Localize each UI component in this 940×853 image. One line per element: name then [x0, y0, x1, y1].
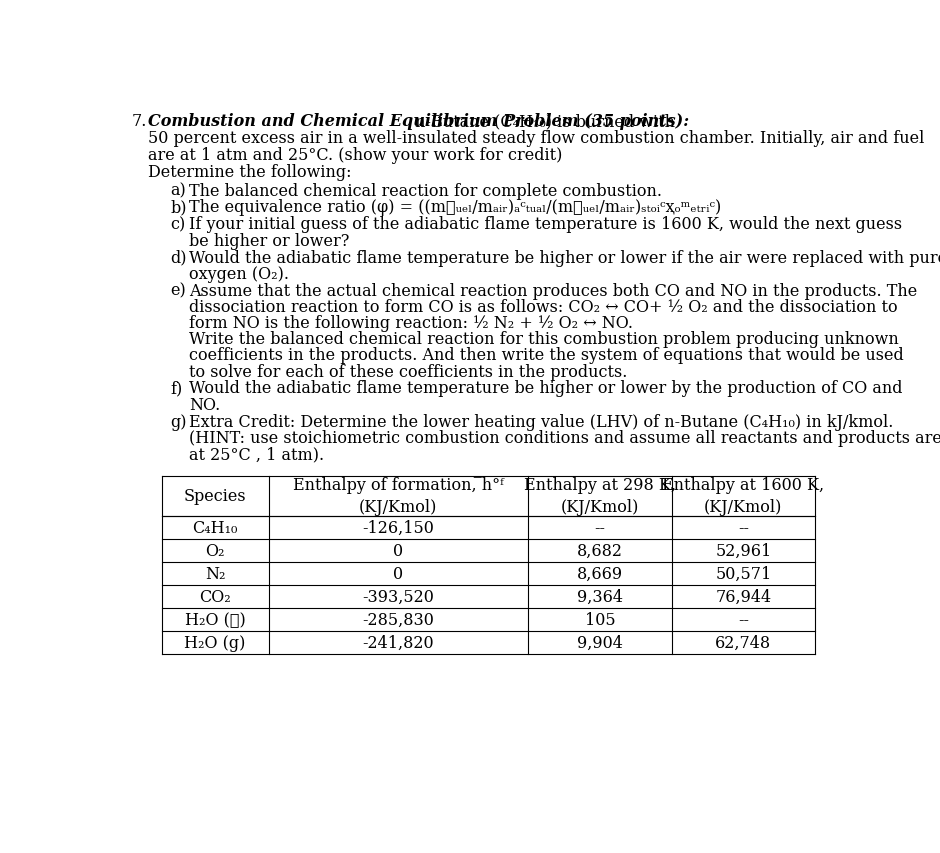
Text: H₂O (g): H₂O (g): [184, 635, 246, 652]
Text: 50 percent excess air in a well-insulated steady flow combustion chamber. Initia: 50 percent excess air in a well-insulate…: [149, 130, 925, 147]
Text: Species: Species: [184, 488, 246, 505]
Text: 9,364: 9,364: [577, 589, 623, 606]
Text: --: --: [594, 519, 605, 537]
Text: oxygen (O₂).: oxygen (O₂).: [189, 265, 289, 282]
Text: Would the adiabatic flame temperature be higher or lower if the air were replace: Would the adiabatic flame temperature be…: [189, 249, 940, 266]
Text: to solve for each of these coefficients in the products.: to solve for each of these coefficients …: [189, 363, 627, 380]
Text: C₄H₁₀: C₄H₁₀: [193, 519, 238, 537]
Text: coefficients in the products. And then write the system of equations that would : coefficients in the products. And then w…: [189, 347, 903, 364]
Text: --: --: [738, 612, 749, 629]
Text: form NO is the following reaction: ½ N₂ + ½ O₂ ↔ NO.: form NO is the following reaction: ½ N₂ …: [189, 315, 633, 332]
Text: 62,748: 62,748: [715, 635, 772, 652]
Text: Write the balanced chemical reaction for this combustion problem producing unkno: Write the balanced chemical reaction for…: [189, 331, 899, 348]
Text: 8,669: 8,669: [577, 566, 623, 583]
Text: are at 1 atm and 25°C. (show your work for credit): are at 1 atm and 25°C. (show your work f…: [149, 147, 563, 164]
Text: 0: 0: [393, 566, 403, 583]
Text: b): b): [170, 200, 187, 217]
Text: d): d): [170, 249, 187, 266]
Text: -241,820: -241,820: [363, 635, 434, 652]
Text: Combustion and Chemical Equilibrium Problem (35 points):: Combustion and Chemical Equilibrium Prob…: [149, 113, 690, 131]
Text: NO.: NO.: [189, 396, 220, 413]
Text: Enthalpy at 298 K,
(KJ/Kmol): Enthalpy at 298 K, (KJ/Kmol): [524, 477, 676, 516]
Text: e): e): [170, 282, 186, 299]
Text: -126,150: -126,150: [363, 519, 434, 537]
Text: The equivalence ratio (φ) = ((m₟ᵤₑₗ/mₐᵢᵣ)ₐᶜₜᵤₐₗ/(m₟ᵤₑₗ/mₐᵢᵣ)ₛₜₒᵢᶜҳₒᵐₑₜᵣᵢᶜ): The equivalence ratio (φ) = ((m₟ᵤₑₗ/mₐᵢᵣ…: [189, 200, 721, 217]
Text: Enthalpy at 1600 K,
(KJ/Kmol): Enthalpy at 1600 K, (KJ/Kmol): [663, 477, 824, 516]
Text: N₂: N₂: [205, 566, 226, 583]
Text: f): f): [170, 380, 182, 397]
Text: 105: 105: [585, 612, 616, 629]
Text: O₂: O₂: [206, 543, 225, 560]
Text: 76,944: 76,944: [715, 589, 772, 606]
Text: --: --: [738, 519, 749, 537]
Text: 52,961: 52,961: [715, 543, 772, 560]
Text: n-Butane (C₄H₁₀) is burned with: n-Butane (C₄H₁₀) is burned with: [411, 113, 676, 131]
Text: at 25°C , 1 atm).: at 25°C , 1 atm).: [189, 445, 324, 462]
Text: 7.: 7.: [132, 113, 147, 131]
Text: Enthalpy of formation, ̅h°ᶠ
(KJ/Kmol): Enthalpy of formation, ̅h°ᶠ (KJ/Kmol): [293, 477, 504, 516]
Text: H₂O (ℓ): H₂O (ℓ): [185, 612, 245, 629]
Text: g): g): [170, 413, 187, 430]
Text: Extra Credit: Determine the lower heating value (LHV) of n-Butane (C₄H₁₀) in kJ/: Extra Credit: Determine the lower heatin…: [189, 413, 893, 430]
Text: a): a): [170, 183, 186, 200]
Text: Determine the following:: Determine the following:: [149, 164, 352, 181]
Text: -285,830: -285,830: [363, 612, 434, 629]
Text: The balanced chemical reaction for complete combustion.: The balanced chemical reaction for compl…: [189, 183, 662, 200]
Text: be higher or lower?: be higher or lower?: [189, 232, 349, 249]
Text: c): c): [170, 216, 185, 233]
Text: If your initial guess of the adiabatic flame temperature is 1600 K, would the ne: If your initial guess of the adiabatic f…: [189, 216, 901, 233]
Text: dissociation reaction to form CO is as follows: CO₂ ↔ CO+ ½ O₂ and the dissociat: dissociation reaction to form CO is as f…: [189, 299, 898, 316]
Text: -393,520: -393,520: [363, 589, 434, 606]
Text: (HINT: use stoichiometric combustion conditions and assume all reactants and pro: (HINT: use stoichiometric combustion con…: [189, 429, 940, 446]
Text: Assume that the actual chemical reaction produces both CO and NO in the products: Assume that the actual chemical reaction…: [189, 282, 917, 299]
Text: Would the adiabatic flame temperature be higher or lower by the production of CO: Would the adiabatic flame temperature be…: [189, 380, 902, 397]
Text: 9,904: 9,904: [577, 635, 623, 652]
Text: 50,571: 50,571: [715, 566, 772, 583]
Text: 0: 0: [393, 543, 403, 560]
Text: CO₂: CO₂: [199, 589, 231, 606]
Text: 8,682: 8,682: [577, 543, 623, 560]
